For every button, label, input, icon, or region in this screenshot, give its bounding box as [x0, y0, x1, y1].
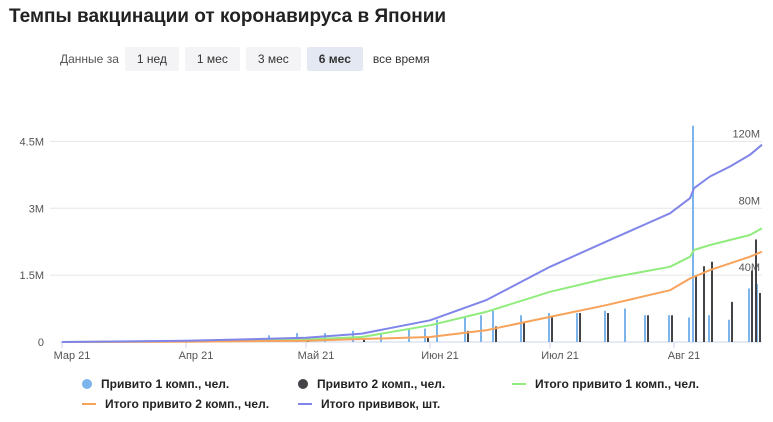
y-left-tick-label: 0 [38, 337, 44, 349]
line-total2 [61, 250, 763, 343]
x-tick-label: Июн 21 [421, 350, 459, 362]
legend-item-all[interactable]: Итого прививок, шт. [298, 397, 440, 411]
y-right-tick-label: 40M [739, 262, 760, 274]
y-left-tick-label: 1.5M [20, 270, 44, 282]
range-button-3-months[interactable]: 3 мес [245, 47, 301, 71]
bar-dose2 [751, 270, 753, 342]
bar-dose2 [579, 313, 581, 342]
bar-dose1 [60, 341, 62, 343]
y-left-tick-label: 4.5M [20, 136, 44, 148]
bar-dose2 [711, 261, 713, 342]
bar-dose2 [467, 330, 469, 342]
bar-dose1 [408, 329, 410, 342]
bar-dose1 [480, 315, 482, 342]
legend-item-dose1[interactable]: Привито 1 комп., чел. [82, 377, 229, 391]
legend-swatch [298, 403, 312, 405]
range-selector: Данные за 1 нед 1 мес 3 мес 6 мес все вр… [60, 47, 440, 71]
legend-swatch [82, 379, 92, 389]
bar-dose1 [424, 328, 426, 342]
bar-dose1 [644, 315, 646, 342]
bar-dose1 [604, 310, 606, 342]
bar-dose1 [708, 315, 710, 342]
bar-dose1 [728, 319, 730, 342]
bar-dose1 [520, 315, 522, 342]
bar-dose2 [647, 315, 649, 342]
range-button-all-time[interactable]: все время [372, 52, 430, 66]
range-selector-label: Данные за [60, 52, 119, 66]
bar-dose1 [436, 319, 438, 342]
bar-dose1 [748, 288, 750, 342]
y-right-tick-label: 80M [739, 195, 760, 207]
bar-dose2 [755, 239, 757, 342]
bar-dose1 [688, 317, 690, 342]
bar-dose2 [671, 315, 673, 342]
legend-swatch [298, 379, 308, 389]
chart-title: Темпы вакцинации от коронавируса в Япони… [9, 6, 447, 27]
x-tick-label: Апр 21 [179, 350, 214, 362]
x-tick-label: Май 21 [298, 350, 335, 362]
bar-dose2 [495, 326, 497, 342]
legend-swatch [82, 403, 96, 405]
bar-dose2 [703, 266, 705, 342]
legend-swatch [512, 383, 526, 385]
bar-dose2 [551, 317, 553, 342]
range-button-6-months[interactable]: 6 мес [306, 47, 363, 71]
bar-dose2 [427, 336, 429, 342]
range-button-1-month[interactable]: 1 мес [184, 47, 240, 71]
y-left-tick-label: 3M [29, 203, 44, 215]
bar-dose1 [692, 125, 694, 342]
legend-label: Итого прививок, шт. [321, 397, 441, 411]
bar-dose2 [363, 338, 365, 342]
bar-dose1 [492, 310, 494, 342]
bar-dose2 [759, 292, 761, 342]
x-tick-label: Июл 21 [541, 350, 579, 362]
bar-dose2 [695, 275, 697, 342]
legend-label: Привито 2 комп., чел. [317, 377, 446, 391]
y-right-tick-label: 120M [732, 128, 760, 140]
bar-dose1 [464, 317, 466, 342]
legend-label: Привито 1 комп., чел. [101, 377, 230, 391]
x-tick-label: Мар 21 [54, 350, 91, 362]
bar-dose1 [668, 315, 670, 342]
bar-dose1 [324, 333, 326, 342]
legend-item-total2[interactable]: Итого привито 2 комп., чел. [82, 397, 269, 411]
bar-dose2 [607, 313, 609, 342]
legend-label: Итого привито 1 комп., чел. [535, 377, 700, 391]
bar-dose1 [548, 313, 550, 342]
line-total1 [61, 227, 763, 343]
bar-dose2 [523, 321, 525, 342]
x-tick-label: Авг 21 [668, 350, 700, 362]
bar-dose2 [731, 301, 733, 342]
legend-item-total1[interactable]: Итого привито 1 комп., чел. [512, 377, 699, 391]
legend-label: Итого привито 2 комп., чел. [105, 397, 270, 411]
bar-dose1 [624, 308, 626, 342]
legend-item-dose2[interactable]: Привито 2 комп., чел. [298, 377, 445, 391]
range-button-1-week[interactable]: 1 нед [124, 47, 179, 71]
bar-dose1 [576, 313, 578, 342]
line-all [61, 143, 763, 343]
